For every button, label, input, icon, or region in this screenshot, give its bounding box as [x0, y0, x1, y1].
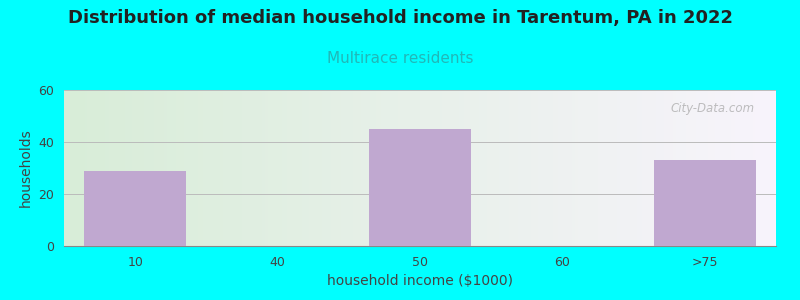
- Bar: [369, 129, 471, 246]
- Bar: [654, 160, 756, 246]
- Text: City-Data.com: City-Data.com: [670, 103, 754, 116]
- Bar: [84, 171, 186, 246]
- X-axis label: household income ($1000): household income ($1000): [327, 274, 513, 288]
- Text: Distribution of median household income in Tarentum, PA in 2022: Distribution of median household income …: [67, 9, 733, 27]
- Y-axis label: households: households: [19, 129, 33, 207]
- Text: Multirace residents: Multirace residents: [326, 51, 474, 66]
